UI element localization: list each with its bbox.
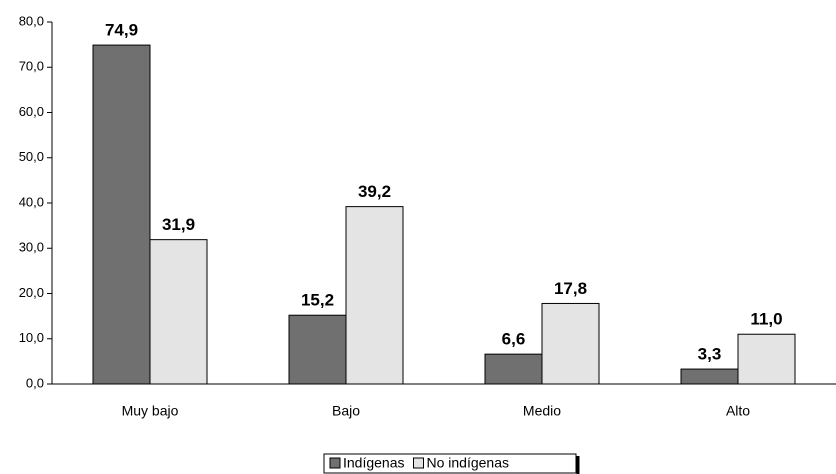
x-tick-label: Bajo [332,403,360,419]
value-label: 17,8 [554,279,587,298]
x-tick-label: Medio [523,403,561,419]
y-tick-label: 0,0 [26,375,44,390]
legend-box [323,453,577,474]
bar [680,368,739,385]
value-label: 3,3 [698,345,722,364]
legend-swatch [329,457,341,469]
y-tick-label: 10,0 [19,330,44,345]
legend: Indígenas No indígenas [323,453,580,474]
value-label: 74,9 [105,21,138,40]
legend-label: No indígenas [427,455,510,471]
y-tick-label: 40,0 [19,194,44,209]
bar [737,333,796,385]
y-tick-label: 50,0 [19,149,44,164]
y-tick-label: 70,0 [19,59,44,74]
value-label: 39,2 [358,182,391,201]
bar [345,206,404,385]
value-label: 6,6 [502,330,526,349]
x-tick-label: Alto [726,403,750,419]
value-label: 11,0 [750,310,782,329]
legend-label: Indígenas [343,455,405,471]
y-tick-label: 80,0 [19,13,44,28]
bar [149,239,208,385]
bar [288,314,347,385]
bar [541,302,600,385]
y-tick-label: 20,0 [19,285,44,300]
bar [92,44,151,385]
bar [484,353,543,385]
value-label: 31,9 [162,215,195,234]
y-tick-label: 30,0 [19,240,44,255]
y-tick-label: 60,0 [19,104,44,119]
x-tick-label: Muy bajo [122,403,179,419]
legend-swatch [413,457,424,469]
value-label: 15,2 [301,291,334,310]
